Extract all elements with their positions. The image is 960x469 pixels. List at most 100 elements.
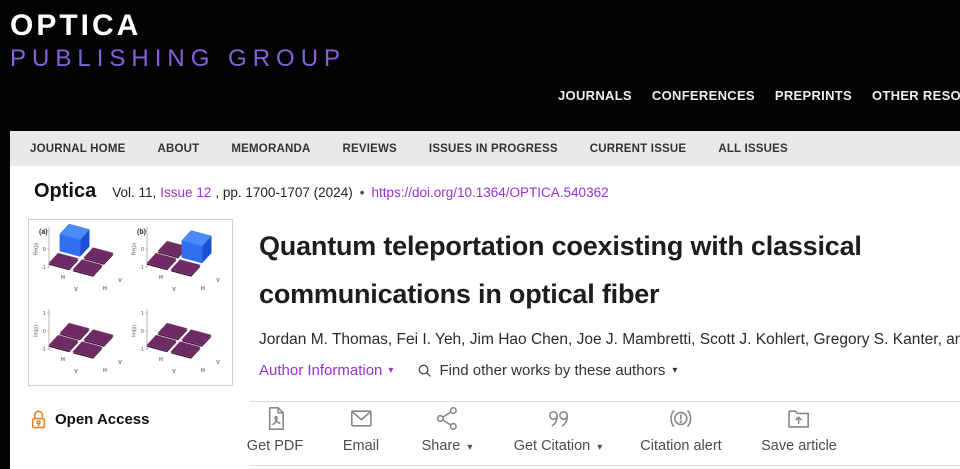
citation-meta: Vol. 11, Issue 12 , pp. 1700-1707 (2024)… [112,185,608,200]
journal-nav-reviews[interactable]: REVIEWS [342,142,397,155]
journal-nav-all-issues[interactable]: ALL ISSUES [718,142,788,155]
svg-text:V: V [118,360,122,366]
open-access-badge: Open Access [30,408,150,431]
svg-text:H: H [103,368,107,374]
svg-text:H: H [201,368,205,374]
volume-text: Vol. 11, [112,185,157,200]
author-information-label: Author Information [259,362,383,379]
svg-text:0: 0 [43,329,46,335]
svg-text:V: V [74,369,78,375]
svg-text:0: 0 [43,247,46,253]
svg-text:0: 0 [141,329,144,335]
journal-nav-issues-in-progress[interactable]: ISSUES IN PROGRESS [428,142,558,155]
svg-text:V: V [216,278,220,284]
author-list: Jordan M. Thomas, Fei I. Yeh, Jim Hao Ch… [259,331,960,348]
svg-text:Im(ρ): Im(ρ) [132,325,138,337]
svg-text:V: V [74,287,78,293]
primary-nav-conferences[interactable]: CONFERENCES [651,88,755,103]
action-email[interactable]: Email [343,404,379,454]
issue-link[interactable]: Issue 12 [160,185,212,200]
journal-nav-current-issue[interactable]: CURRENT ISSUE [589,142,687,155]
svg-text:Re(ρ): Re(ρ) [34,242,40,255]
envelope-icon [343,404,379,433]
svg-text:H: H [201,286,205,292]
svg-text:V: V [118,278,122,284]
primary-nav-journals[interactable]: JOURNALS [558,88,632,103]
separator-dot: • [359,185,365,200]
svg-text:(a): (a) [39,229,48,236]
citation-line: Optica Vol. 11, Issue 12 , pp. 1700-1707… [34,180,609,203]
svg-text:H: H [159,275,163,281]
divider-top [250,401,960,402]
action-label-get-pdf: Get PDF [246,438,304,454]
density-matrix-subplot-1: 1 0 -1 Re(ρ) H V H V (a) [34,223,122,293]
author-tools-row: Author Information ▾ Find other works by… [259,362,677,379]
optica-logo[interactable]: OPTICA PUBLISHING GROUP [10,10,346,74]
svg-text:0: 0 [141,247,144,253]
journal-nav-journal-home[interactable]: JOURNAL HOME [30,142,126,155]
svg-text:1: 1 [43,229,46,235]
density-matrix-subplot-4: 1 0 -1 Im(ρ) H V H V [132,309,220,375]
density-matrix-subplot-2: 1 0 -1 Re(ρ) H V H V (b) [132,227,220,293]
action-label-get-citation: Get Citation ▾ [513,438,603,454]
divider-bottom [250,465,960,466]
search-icon [417,363,432,378]
svg-text:-1: -1 [139,347,144,353]
alert-icon [640,404,721,433]
find-other-works-label: Find other works by these authors [439,362,666,379]
action-label-citation-alert: Citation alert [640,438,722,454]
svg-text:Re(ρ): Re(ρ) [132,242,138,255]
action-label-email: Email [342,438,380,454]
chevron-down-icon: ▾ [467,442,473,453]
action-get-pdf[interactable]: Get PDF [247,404,303,454]
action-label-save-article: Save article [761,438,837,454]
svg-text:1: 1 [43,311,46,317]
primary-nav-other-resources[interactable]: OTHER RESOURCES [872,88,960,103]
pdf-file-icon [247,404,303,433]
svg-text:H: H [103,286,107,292]
journal-nav-about[interactable]: ABOUT [157,142,200,155]
density-matrix-subplot-3: 1 0 -1 Im(ρ) H V H V [34,309,122,375]
open-access-label: Open Access [55,411,150,428]
primary-nav: JOURNALS CONFERENCES PREPRINTS OTHER RESOUR… [558,88,960,103]
open-lock-icon [30,408,48,431]
svg-text:-1: -1 [41,265,46,271]
svg-text:-1: -1 [41,347,46,353]
article-title: Quantum teleportation coexisting with cl… [259,231,862,309]
action-toolbar: Get PDF Email Share ▾ Get Citation ▾ Citatio… [10,404,960,464]
svg-text:1: 1 [141,311,144,317]
svg-text:V: V [216,360,220,366]
action-get-citation[interactable]: Get Citation ▾ [513,404,603,454]
share-nodes-icon [422,404,473,433]
author-information-toggle[interactable]: Author Information ▾ [259,362,393,379]
chevron-down-icon: ▾ [388,365,394,376]
svg-text:Im(ρ): Im(ρ) [34,325,40,337]
article-content: Optica Vol. 11, Issue 12 , pp. 1700-1707… [10,166,960,469]
logo-subtitle: PUBLISHING GROUP [10,45,347,72]
article-figure-thumbnail[interactable]: 1 0 -1 Re(ρ) H V H V (a) 1 0 -1 Re(ρ) H V H V (b) 1 0 -1 Im(ρ… [28,219,233,386]
svg-text:V: V [172,369,176,375]
doi-link[interactable]: https://doi.org/10.1364/OPTICA.540362 [371,185,609,200]
find-other-works[interactable]: Find other works by these authors ▾ [417,362,677,379]
svg-text:V: V [172,287,176,293]
svg-text:H: H [61,275,65,281]
journal-nav-memoranda[interactable]: MEMORANDA [231,142,311,155]
folder-save-icon [761,404,837,433]
action-share[interactable]: Share ▾ [421,404,473,454]
primary-nav-preprints[interactable]: PREPRINTS [774,88,852,103]
logo-wordmark: OPTICA [10,9,142,42]
journal-nav: JOURNAL HOME ABOUT MEMORANDA REVIEWS ISSUES … [10,131,960,166]
svg-text:H: H [61,357,65,363]
svg-text:(b): (b) [137,229,146,236]
svg-text:1: 1 [141,229,144,235]
svg-text:H: H [159,357,163,363]
chevron-down-icon: ▾ [597,442,603,453]
action-citation-alert[interactable]: Citation alert [640,404,722,454]
site-header: OPTICA PUBLISHING GROUP JOURNALS CONFEREN… [0,0,960,131]
svg-text:-1: -1 [139,265,144,271]
chevron-down-icon: ▾ [672,365,678,376]
journal-name[interactable]: Optica [34,180,97,202]
action-save-article[interactable]: Save article [761,404,837,454]
action-label-share: Share ▾ [421,438,473,454]
